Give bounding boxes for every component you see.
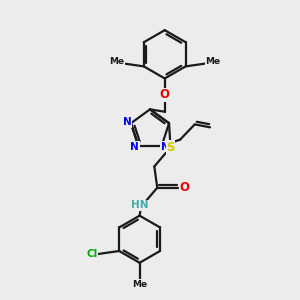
Text: N: N [123,117,132,127]
Text: O: O [179,181,189,194]
Text: Me: Me [132,280,147,289]
Text: HN: HN [131,200,148,210]
Text: Me: Me [205,58,220,67]
Text: Cl: Cl [86,249,98,259]
Text: N: N [161,142,170,152]
Text: N: N [130,142,139,152]
Text: S: S [166,141,175,154]
Text: Me: Me [109,58,124,67]
Text: O: O [160,88,170,101]
